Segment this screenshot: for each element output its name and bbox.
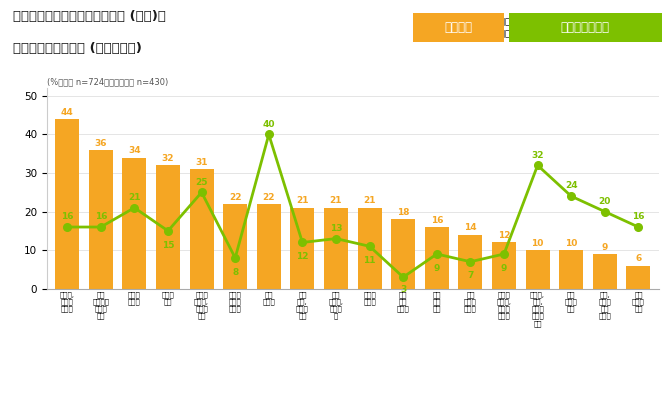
Text: 16: 16 (431, 216, 443, 225)
Text: 一般消費者調査: 一般消費者調査 (561, 21, 610, 34)
Text: 9: 9 (601, 243, 608, 252)
Text: 21: 21 (330, 196, 342, 205)
Text: 18: 18 (397, 208, 409, 217)
Bar (559, 250, 583, 289)
Text: 25: 25 (196, 178, 208, 186)
Bar (156, 165, 180, 289)
Text: 7: 7 (467, 271, 474, 280)
Text: 32: 32 (162, 154, 174, 163)
Bar (122, 158, 146, 289)
Bar (55, 119, 79, 289)
Text: (%；医師 n=724；一般消費者 n=430): (%；医師 n=724；一般消費者 n=430) (47, 77, 168, 86)
Text: 21: 21 (296, 196, 308, 205)
Text: 9: 9 (501, 264, 507, 273)
Bar (391, 219, 415, 289)
Text: 13: 13 (330, 224, 342, 233)
Text: 20: 20 (599, 197, 611, 206)
Text: 3: 3 (400, 285, 407, 294)
Text: 21: 21 (128, 193, 140, 202)
Text: 現在感じている症状 (一般消費者): 現在感じている症状 (一般消費者) (13, 42, 142, 55)
Text: 22: 22 (229, 192, 241, 202)
Bar (223, 204, 247, 289)
Text: 31: 31 (196, 158, 208, 167)
Text: 22: 22 (263, 192, 275, 202)
Text: 12: 12 (296, 252, 308, 261)
Bar (358, 208, 382, 289)
Text: 12: 12 (498, 231, 510, 240)
Text: 9: 9 (433, 264, 440, 273)
Text: 10: 10 (532, 239, 544, 248)
Text: 14: 14 (464, 223, 476, 233)
Text: 16: 16 (632, 212, 644, 221)
Bar (458, 235, 482, 289)
Bar (290, 208, 314, 289)
Text: 44: 44 (61, 108, 73, 117)
Text: 医師調査: 医師調査 (445, 21, 472, 34)
Bar (492, 243, 516, 289)
Bar (190, 169, 214, 289)
Text: 11: 11 (364, 256, 376, 265)
Bar (526, 250, 550, 289)
Text: 21: 21 (364, 196, 376, 205)
Bar (593, 254, 617, 289)
Bar (257, 204, 281, 289)
Text: 24: 24 (565, 181, 577, 190)
Text: 16: 16 (61, 212, 73, 221)
Text: 男性更年期障害の代表的な症状 (医師)と: 男性更年期障害の代表的な症状 (医師)と (13, 10, 166, 23)
Text: 10: 10 (565, 239, 577, 248)
Text: 40: 40 (263, 120, 275, 129)
Bar (324, 208, 348, 289)
Text: 6: 6 (635, 254, 642, 263)
Text: 8: 8 (232, 267, 239, 277)
Bar (425, 227, 449, 289)
Bar (89, 150, 113, 289)
Text: 34: 34 (128, 146, 140, 155)
Bar (626, 265, 650, 289)
Text: 16: 16 (95, 212, 107, 221)
Text: 32: 32 (532, 150, 544, 160)
Legend: 男性更年期障害に該当する症状の中で代表的と思われるもの (医師), 現在感じている症状 (一般消費者): 男性更年期障害に該当する症状の中で代表的と思われるもの (医師), 現在感じてい… (481, 16, 655, 38)
Text: 36: 36 (95, 139, 107, 148)
Text: 15: 15 (162, 241, 174, 249)
